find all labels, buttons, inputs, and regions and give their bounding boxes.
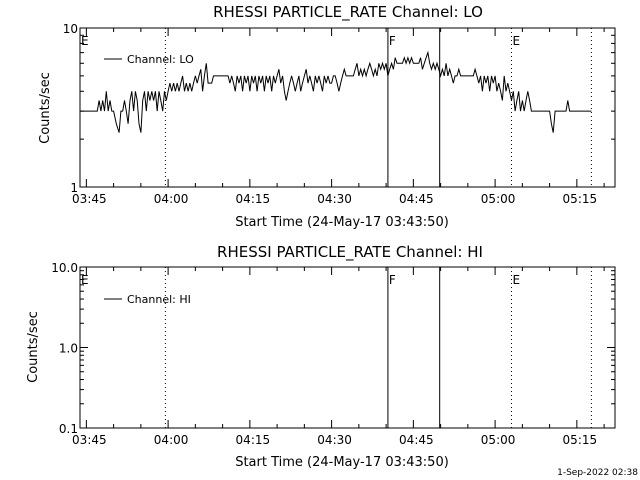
legend-label-lo: Channel: LO	[127, 53, 194, 66]
y-axis-label-lo: Counts/sec	[38, 72, 53, 144]
x-tick-label: 04:15	[236, 433, 271, 447]
y-tick-label: 10.0	[51, 261, 78, 275]
chart-title-hi: RHESSI PARTICLE_RATE Channel: HI	[217, 243, 483, 262]
x-tick-label: 04:30	[317, 192, 352, 206]
y-tick-label: 1.0	[59, 342, 78, 356]
event-marker-label: E	[81, 273, 89, 287]
x-tick-label: 04:45	[399, 192, 434, 206]
footer-timestamp: 1-Sep-2022 02:38	[557, 468, 638, 478]
x-axis-hi: 03:45 04:00 04:15 04:30 04:45 05:00 05:15	[72, 267, 605, 447]
y-tick-label: 0.1	[59, 422, 78, 436]
panel-hi: RHESSI PARTICLE_RATE Channel: HI 0.1 1.0 1…	[26, 243, 616, 470]
x-axis-lo: 03:45 04:00 04:15 04:30 04:45 05:00 05:15	[72, 28, 605, 206]
x-tick-label: 04:30	[317, 433, 352, 447]
y-axis-hi: 0.1 1.0 10.0	[51, 261, 615, 436]
x-tick-label: 04:15	[236, 192, 271, 206]
event-marker-label: E	[512, 273, 520, 287]
legend-hi: Channel: HI	[104, 293, 191, 306]
legend-label-hi: Channel: HI	[127, 293, 191, 306]
x-axis-label-hi: Start Time (24-May-17 03:43:50)	[235, 455, 449, 470]
x-tick-label: 05:00	[481, 433, 516, 447]
x-tick-label: 05:15	[563, 192, 598, 206]
x-axis-label-lo: Start Time (24-May-17 03:43:50)	[235, 215, 449, 230]
legend-lo: Channel: LO	[104, 53, 194, 66]
x-tick-label: 05:00	[481, 192, 516, 206]
event-marker-label: E	[512, 34, 520, 48]
event-marker-label: F	[389, 273, 396, 287]
y-axis-lo: 1 10	[63, 22, 615, 195]
event-marker-label: F	[389, 34, 396, 48]
event-marker-label: E	[81, 34, 89, 48]
panel-lo: RHESSI PARTICLE_RATE Channel: LO 1 10 03:…	[38, 3, 616, 230]
plot-frame-hi	[79, 266, 616, 429]
x-tick-label: 04:45	[399, 433, 434, 447]
series-line	[80, 50, 592, 133]
x-tick-label: 03:45	[72, 192, 107, 206]
chart-title-lo: RHESSI PARTICLE_RATE Channel: LO	[213, 3, 483, 22]
y-tick-label: 10	[63, 22, 78, 36]
x-tick-label: 03:45	[72, 433, 107, 447]
y-tick-label: 1	[70, 181, 78, 195]
x-tick-label: 04:00	[154, 433, 189, 447]
plot-frame-lo	[79, 27, 616, 188]
series-lo	[80, 50, 592, 133]
y-axis-label-hi: Counts/sec	[26, 311, 41, 383]
x-tick-label: 05:15	[563, 433, 598, 447]
x-tick-label: 04:00	[154, 192, 189, 206]
